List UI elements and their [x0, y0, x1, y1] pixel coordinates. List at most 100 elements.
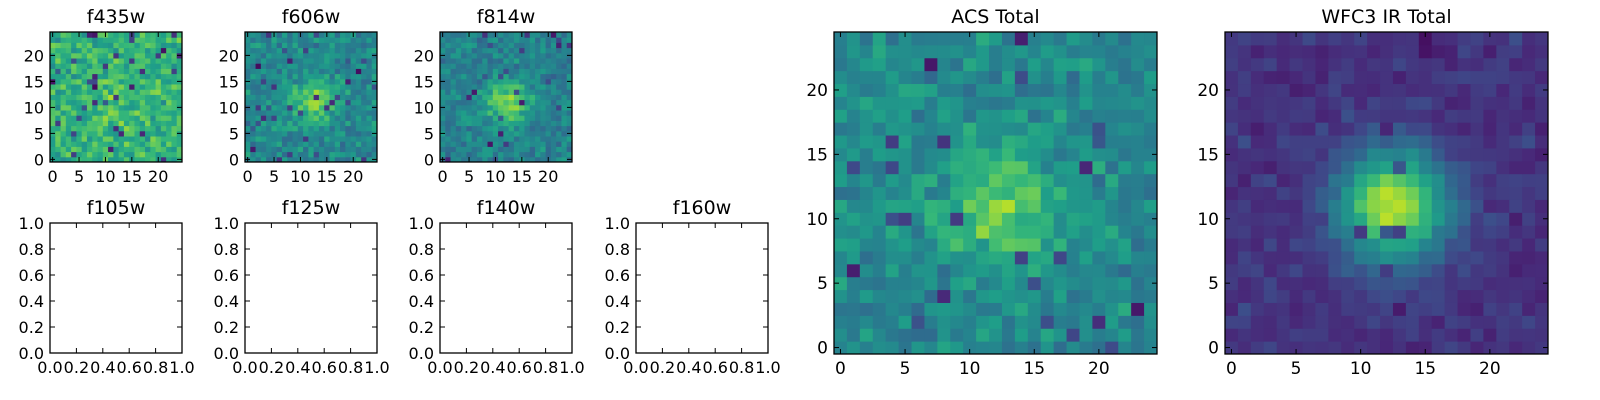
- heatmap-cell: [1225, 250, 1239, 265]
- heatmap-cell: [540, 125, 547, 132]
- heatmap-cell: [440, 94, 446, 101]
- heatmap-cell: [455, 73, 462, 80]
- heatmap-cell: [466, 58, 473, 64]
- heatmap-cell: [1237, 44, 1252, 59]
- heatmap-cell: [540, 37, 547, 43]
- heatmap-cell: [81, 58, 88, 64]
- heatmap-cell: [1392, 96, 1407, 110]
- heatmap-cell: [155, 104, 162, 111]
- heatmap-cell: [250, 73, 257, 80]
- heatmap-cell: [108, 146, 114, 153]
- heatmap-cell: [55, 58, 62, 64]
- heatmap-cell: [340, 120, 346, 127]
- heatmap-cell: [55, 120, 62, 127]
- heatmap-cell: [345, 47, 352, 54]
- heatmap-cell: [1315, 238, 1329, 252]
- heatmap-cell: [81, 42, 88, 49]
- y-tick-label: 15: [806, 145, 828, 165]
- heatmap-cell: [1053, 225, 1068, 239]
- heatmap-cell: [937, 57, 951, 72]
- heatmap-cell: [171, 115, 178, 121]
- heatmap-cell: [255, 42, 262, 49]
- heatmap-cell: [1237, 315, 1252, 329]
- heatmap-cell: [166, 89, 172, 95]
- heatmap-cell: [834, 135, 848, 149]
- heatmap-cell: [102, 63, 109, 69]
- heatmap-cell: [160, 151, 167, 158]
- heatmap-cell: [92, 52, 99, 59]
- heatmap-cell: [271, 78, 278, 85]
- heatmap-cell: [266, 146, 272, 153]
- heatmap-cell: [160, 110, 167, 116]
- heatmap-cell: [1328, 57, 1342, 72]
- heatmap-cell: [361, 146, 367, 153]
- heatmap-cell: [492, 104, 499, 111]
- heatmap-cell: [1431, 276, 1446, 291]
- heatmap-cell: [55, 68, 62, 75]
- heatmap-cell: [550, 63, 557, 69]
- heatmap-cell: [65, 110, 72, 116]
- y-tick-label: 10: [806, 210, 828, 230]
- heatmap-cell: [86, 42, 93, 49]
- heatmap-cell: [445, 47, 452, 54]
- heatmap-cell: [561, 47, 568, 54]
- heatmap-cell: [1328, 70, 1342, 85]
- heatmap-cell: [92, 110, 99, 116]
- heatmap-cell: [519, 99, 525, 106]
- heatmap-cell: [498, 78, 504, 85]
- heatmap-cell: [92, 58, 99, 64]
- heatmap-cell: [287, 37, 294, 43]
- heatmap-cell: [1315, 276, 1329, 291]
- heatmap-cell: [561, 94, 568, 101]
- heatmap-cell: [160, 125, 167, 132]
- heatmap-cell: [134, 32, 141, 38]
- heatmap-cell: [1250, 238, 1265, 252]
- heatmap-cell: [1405, 289, 1420, 303]
- heatmap-cell: [366, 37, 373, 43]
- heatmap-cell: [155, 125, 162, 132]
- heatmap-cell: [513, 73, 520, 80]
- heatmap-cell: [885, 315, 900, 329]
- heatmap-cell: [450, 89, 457, 95]
- heatmap-cell: [166, 141, 172, 147]
- heatmap-cell: [145, 156, 151, 163]
- heatmap-cell: [102, 115, 109, 121]
- heatmap-cell: [466, 52, 473, 59]
- heatmap-cell: [345, 120, 352, 127]
- heatmap-cell: [1405, 199, 1420, 213]
- heatmap-cell: [334, 94, 341, 101]
- heatmap-cell: [160, 141, 167, 147]
- heatmap-cell: [245, 37, 251, 43]
- heatmap-cell: [313, 37, 320, 43]
- heatmap-cell: [318, 58, 325, 64]
- heatmap-cell: [1079, 147, 1093, 162]
- heatmap-cell: [108, 63, 114, 69]
- heatmap-cell: [566, 42, 573, 49]
- heatmap-cell: [1444, 302, 1459, 316]
- x-tick-label: 20: [1088, 359, 1110, 379]
- heatmap-cell: [260, 42, 267, 49]
- heatmap-cell: [350, 68, 357, 75]
- heatmap-cell: [329, 37, 336, 43]
- heatmap-cell: [937, 147, 951, 162]
- heatmap-cell: [1535, 122, 1549, 136]
- heatmap-cell: [455, 32, 462, 38]
- heatmap-cell: [455, 68, 462, 75]
- heatmap-cell: [97, 32, 104, 38]
- heatmap-cell: [281, 42, 288, 49]
- heatmap-cell: [313, 94, 320, 101]
- heatmap-cell: [134, 68, 141, 75]
- heatmap-cell: [366, 89, 373, 95]
- heatmap-cell: [1367, 186, 1381, 200]
- heatmap-cell: [334, 89, 341, 95]
- heatmap-cell: [445, 120, 452, 127]
- heatmap-cell: [76, 146, 83, 153]
- heatmap-cell: [50, 136, 56, 142]
- heatmap-cell: [139, 130, 146, 137]
- heatmap-cell: [292, 84, 299, 90]
- heatmap-cell: [872, 57, 887, 72]
- heatmap-cell: [86, 52, 93, 59]
- heatmap-cell: [519, 110, 525, 116]
- heatmap-cell: [97, 84, 104, 90]
- heatmap-cell: [1367, 315, 1381, 329]
